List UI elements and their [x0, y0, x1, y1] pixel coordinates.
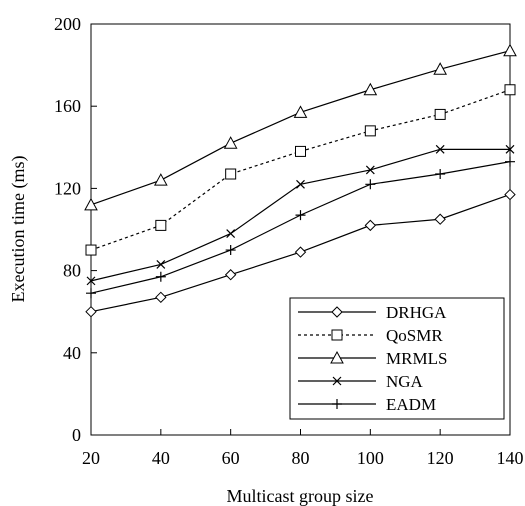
data-point-qosmr [295, 145, 306, 157]
data-point-qosmr [85, 244, 97, 256]
series-drhga [85, 188, 516, 318]
x-tick-label: 20 [82, 448, 100, 468]
data-point-mrmls [84, 197, 98, 211]
series-line-mrmls [90, 50, 511, 206]
data-point-drhga [155, 291, 167, 304]
data-point-mrmls [503, 43, 517, 57]
y-tick-label: 80 [63, 261, 81, 281]
data-point-mrmls [223, 136, 238, 149]
data-point-drhga [85, 305, 97, 318]
x-tick-label: 60 [222, 448, 240, 468]
series-nga [86, 144, 515, 286]
x-tick-label: 100 [357, 448, 384, 468]
data-point-nga [226, 229, 236, 239]
data-point-mrmls [433, 62, 448, 75]
data-point-nga [156, 260, 166, 269]
data-point-eadm [86, 288, 96, 299]
y-axis-label: Execution time (ms) [8, 156, 29, 303]
y-tick-label: 40 [63, 343, 81, 363]
x-tick-label: 80 [292, 448, 310, 468]
data-point-eadm [332, 399, 342, 409]
y-tick-label: 0 [72, 425, 81, 445]
series-layer [84, 43, 517, 318]
data-point-qosmr [504, 84, 516, 96]
data-point-mrmls [363, 82, 378, 96]
legend-label: MRMLS [386, 349, 447, 368]
data-point-nga [332, 376, 342, 386]
data-point-drhga [331, 306, 343, 318]
data-point-eadm [225, 245, 236, 256]
data-point-eadm [295, 210, 306, 221]
data-point-eadm [155, 271, 166, 282]
x-tick-label: 40 [152, 448, 170, 468]
data-point-qosmr [225, 168, 237, 180]
data-point-drhga [364, 219, 377, 232]
legend-label: DRHGA [386, 303, 447, 322]
data-point-nga [505, 144, 515, 154]
data-point-qosmr [331, 329, 343, 341]
series-eadm [86, 156, 515, 299]
legend-label: NGA [386, 372, 424, 391]
data-point-nga [296, 179, 305, 189]
data-point-eadm [435, 169, 446, 180]
data-point-nga [365, 165, 375, 175]
y-tick-label: 200 [54, 14, 81, 34]
data-point-drhga [504, 188, 516, 201]
data-point-nga [86, 276, 96, 286]
data-point-eadm [505, 156, 515, 167]
series-mrmls [84, 43, 517, 211]
data-point-qosmr [434, 108, 446, 120]
legend: DRHGA QoSMR MRMLS NGA EADM [289, 297, 505, 420]
legend-label: EADM [386, 395, 436, 414]
data-point-drhga [434, 213, 446, 225]
x-axis-label: Multicast group size [227, 486, 374, 506]
data-point-qosmr [364, 125, 376, 137]
y-tick-label: 120 [54, 178, 81, 198]
legend-label: QoSMR [386, 326, 443, 345]
data-point-mrmls [330, 350, 344, 364]
data-point-nga [435, 144, 445, 154]
data-point-mrmls [293, 105, 308, 118]
x-tick-label: 140 [497, 448, 524, 468]
data-point-eadm [365, 179, 376, 190]
data-point-qosmr [155, 219, 167, 231]
data-point-mrmls [153, 173, 168, 186]
x-tick-label: 120 [427, 448, 454, 468]
data-point-drhga [224, 269, 237, 281]
series-qosmr [85, 84, 516, 256]
data-point-drhga [294, 246, 307, 258]
y-tick-label: 160 [54, 96, 81, 116]
axis-ticks: 20 40 60 80 100 120 140 0 40 80 120 160 200 [54, 14, 524, 468]
